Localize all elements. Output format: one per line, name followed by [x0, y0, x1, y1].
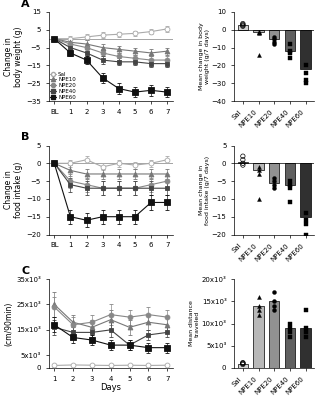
Point — [240, 23, 246, 30]
Point — [303, 69, 308, 76]
Point — [287, 325, 293, 331]
Point — [256, 302, 261, 309]
Text: C: C — [21, 266, 29, 276]
Bar — [300, 30, 311, 69]
Bar — [253, 163, 264, 170]
Point — [303, 325, 308, 331]
Y-axis label: Mean distance
traveled: Mean distance traveled — [190, 300, 200, 346]
Point — [240, 22, 246, 28]
Point — [240, 156, 246, 163]
Point — [256, 164, 261, 170]
Point — [303, 62, 308, 69]
Point — [287, 334, 293, 340]
Point — [272, 174, 277, 181]
Bar — [285, 328, 295, 368]
Point — [240, 162, 246, 168]
Point — [272, 178, 277, 184]
Point — [287, 50, 293, 56]
Point — [287, 199, 293, 206]
Point — [303, 217, 308, 224]
Point — [240, 360, 246, 366]
Bar — [269, 30, 279, 39]
Point — [303, 76, 308, 83]
Point — [256, 307, 261, 313]
Point — [272, 298, 277, 304]
Text: A: A — [21, 0, 30, 9]
Point — [272, 39, 277, 46]
Bar — [300, 328, 311, 368]
Point — [256, 311, 261, 318]
Text: B: B — [21, 132, 29, 142]
Point — [303, 329, 308, 336]
Point — [240, 361, 246, 368]
Point — [287, 178, 293, 184]
Y-axis label: Distance traveled
(cm/90min): Distance traveled (cm/90min) — [0, 290, 13, 358]
Bar — [285, 163, 295, 185]
Y-axis label: Mean change in
food intake (g/7 days): Mean change in food intake (g/7 days) — [200, 156, 210, 224]
Point — [287, 182, 293, 188]
Point — [256, 171, 261, 177]
Point — [287, 55, 293, 62]
Point — [287, 41, 293, 47]
Bar — [269, 163, 279, 183]
Point — [303, 221, 308, 227]
Legend: Sal, NPE10, NPE20, NPE40, NPE60: Sal, NPE10, NPE20, NPE40, NPE60 — [50, 72, 76, 100]
Point — [303, 231, 308, 238]
Point — [256, 167, 261, 174]
Point — [303, 334, 308, 340]
Y-axis label: Change in
food intake (g): Change in food intake (g) — [4, 162, 23, 218]
Point — [303, 80, 308, 86]
Point — [272, 185, 277, 192]
Point — [256, 52, 261, 58]
Bar — [238, 364, 248, 368]
Point — [272, 182, 277, 188]
Y-axis label: Mean change in body
weight (g/7 days): Mean change in body weight (g/7 days) — [200, 23, 210, 90]
Bar — [238, 25, 248, 30]
Bar — [253, 306, 264, 368]
Point — [240, 153, 246, 159]
Bar — [269, 301, 279, 368]
Point — [256, 196, 261, 202]
Point — [287, 329, 293, 336]
Point — [240, 160, 246, 166]
Point — [272, 36, 277, 42]
Point — [240, 21, 246, 28]
Bar — [300, 163, 311, 217]
Point — [240, 360, 246, 366]
Point — [256, 294, 261, 300]
Point — [287, 320, 293, 327]
Point — [240, 360, 246, 367]
Point — [272, 34, 277, 40]
Point — [272, 307, 277, 313]
Bar — [253, 30, 264, 32]
Point — [272, 41, 277, 47]
Point — [303, 307, 308, 313]
Point — [272, 289, 277, 296]
Point — [303, 210, 308, 216]
Point — [256, 28, 261, 35]
Point — [287, 48, 293, 54]
Point — [240, 20, 246, 27]
Point — [256, 30, 261, 36]
Point — [256, 29, 261, 36]
Point — [272, 302, 277, 309]
Y-axis label: Change in
body weight (g): Change in body weight (g) — [4, 26, 23, 87]
Bar — [238, 162, 248, 163]
Point — [287, 185, 293, 192]
X-axis label: Days: Days — [100, 383, 121, 392]
Bar — [285, 30, 295, 51]
